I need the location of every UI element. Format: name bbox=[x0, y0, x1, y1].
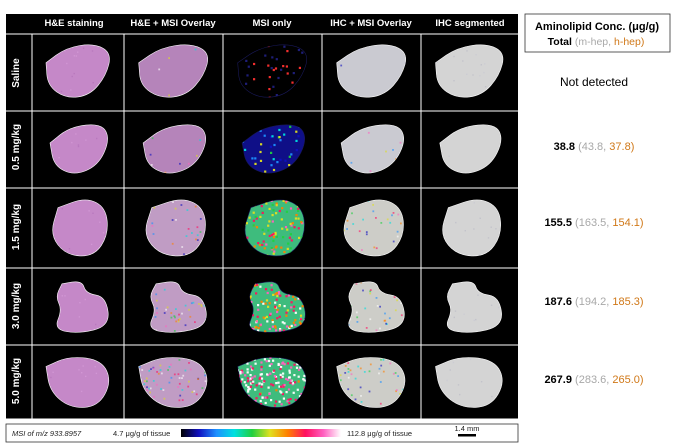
tissue-panels bbox=[45, 44, 504, 408]
concentration-value: 38.8 (43.8, 37.8) bbox=[554, 141, 635, 153]
row-headers: Saline 0.5 mg/kg 1.5 mg/kg 3.0 mg/kg 5.0… bbox=[11, 58, 22, 404]
conc-sep: , bbox=[606, 296, 612, 308]
row-header: Saline bbox=[11, 58, 22, 88]
column-header: H&E + MSI Overlay bbox=[130, 18, 216, 29]
legend-mhep: m-hep bbox=[578, 36, 608, 48]
conc-mhep: 194.2 bbox=[579, 296, 607, 308]
tissue-section bbox=[442, 199, 501, 257]
conc-total: 187.6 bbox=[544, 296, 572, 308]
row-header: 5.0 mg/kg bbox=[11, 358, 22, 404]
colorbar bbox=[181, 429, 341, 437]
column-header: MSI only bbox=[252, 18, 292, 29]
conc-hhep: 154.1 bbox=[612, 217, 640, 229]
conc-paren-open: ( bbox=[575, 141, 582, 153]
conc-mhep: 43.8 bbox=[582, 141, 603, 153]
conc-hhep: 185.3 bbox=[612, 296, 640, 308]
conc-paren-close: ) bbox=[631, 141, 635, 153]
conc-sep: , bbox=[606, 374, 612, 386]
legend-total: Total bbox=[548, 36, 572, 48]
colorbar-footer: MSI of m/z 933.8957 4.7 μg/g of tissue 1… bbox=[5, 423, 519, 443]
tissue-section bbox=[435, 44, 504, 98]
conc-sep: , bbox=[603, 141, 609, 153]
conc-hhep: 37.8 bbox=[609, 141, 630, 153]
scale-bar-label: 1.4 mm bbox=[454, 424, 479, 433]
tissue-section bbox=[138, 357, 208, 408]
conc-paren-close: ) bbox=[640, 296, 644, 308]
concentration-values: Not detected 38.8 (43.8, 37.8) 155.5 (16… bbox=[544, 75, 643, 386]
concentration-legend: Aminolipid Conc. (μg/g) Total (m-hep, h-… bbox=[524, 13, 671, 53]
conc-paren-open: ( bbox=[572, 296, 579, 308]
legend-hhep: h-hep bbox=[614, 36, 641, 48]
row-header: 3.0 mg/kg bbox=[11, 283, 22, 329]
scale-bar bbox=[458, 434, 476, 437]
column-header: H&E staining bbox=[44, 18, 103, 29]
tissue-section bbox=[45, 357, 110, 408]
tissue-section bbox=[52, 199, 108, 257]
conc-paren-open: ( bbox=[572, 374, 579, 386]
tissue-section bbox=[49, 124, 108, 174]
conc-paren-close: ) bbox=[640, 374, 644, 386]
conc-paren-open: ( bbox=[572, 217, 579, 229]
conc-mhep: 283.6 bbox=[579, 374, 607, 386]
msi-label: MSI of m/z 933.8957 bbox=[12, 429, 82, 438]
tissue-section bbox=[138, 44, 209, 98]
colorbar-min-label: 4.7 μg/g of tissue bbox=[113, 429, 170, 438]
legend-box bbox=[524, 13, 671, 53]
concentration-value: 187.6 (194.2, 185.3) bbox=[544, 296, 643, 308]
tissue-section bbox=[237, 44, 308, 98]
tissue-section bbox=[241, 124, 306, 174]
column-header: IHC + MSI Overlay bbox=[330, 18, 412, 29]
column-headers: H&E staining H&E + MSI Overlay MSI only … bbox=[44, 18, 504, 29]
colorbar-max-label: 112.8 μg/g of tissue bbox=[347, 429, 412, 438]
legend-subtitle: Total (m-hep, h-hep) bbox=[548, 36, 645, 48]
conc-hhep: 265.0 bbox=[612, 374, 640, 386]
legend-paren-close: ) bbox=[641, 36, 645, 48]
column-header: IHC segmented bbox=[435, 18, 504, 29]
legend-sep: , bbox=[608, 36, 614, 48]
row-header: 1.5 mg/kg bbox=[11, 204, 22, 250]
row-header: 0.5 mg/kg bbox=[11, 124, 22, 170]
panel-grid-lines bbox=[6, 33, 518, 420]
concentration-not-detected: Not detected bbox=[560, 75, 628, 89]
conc-total: 267.9 bbox=[544, 374, 572, 386]
tissue-section bbox=[145, 199, 206, 257]
tissue-section bbox=[142, 124, 207, 174]
conc-total: 155.5 bbox=[544, 217, 572, 229]
tissue-section bbox=[343, 199, 404, 257]
concentration-value: 155.5 (163.5, 154.1) bbox=[544, 217, 643, 229]
legend-paren-open: ( bbox=[572, 36, 579, 48]
conc-sep: , bbox=[606, 217, 612, 229]
conc-total: 38.8 bbox=[554, 141, 575, 153]
legend-title: Aminolipid Conc. (μg/g) bbox=[535, 21, 659, 33]
tissue-section bbox=[45, 44, 110, 98]
conc-mhep: 163.5 bbox=[579, 217, 607, 229]
concentration-value: 267.9 (283.6, 265.0) bbox=[544, 374, 643, 386]
conc-paren-close: ) bbox=[640, 217, 644, 229]
